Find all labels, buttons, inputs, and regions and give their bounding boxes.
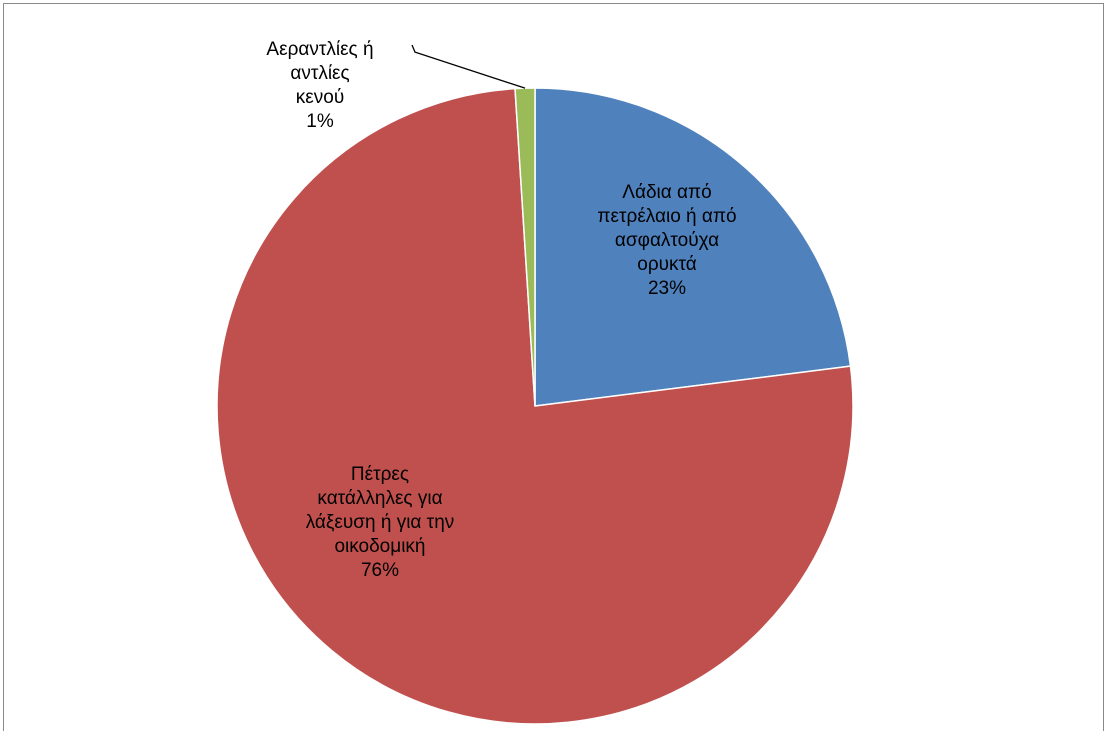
leader-line-pumps [411,44,526,89]
category-label-line: οικοδομική [334,536,425,557]
category-label-line: πετρέλαιο ή από [597,206,736,227]
percent-label: 23% [648,278,686,299]
category-label-line: κατάλληλες για [317,488,442,509]
category-label-line: Λάδια από [622,182,711,203]
pie-slice-stones [216,87,854,725]
pie-slices [216,87,854,725]
category-label-line: ορυκτά [637,254,697,275]
category-label-line: Αεραντλίες ή [266,39,373,60]
pie-labels: Λάδια από πετρέλαιο ή από ασφαλτούχα ορυκτά… [266,39,736,581]
pie-slice-pumps [514,87,536,407]
category-label-line: λάξευση ή για την [306,512,455,533]
data-label-stones: Πέτρες κατάλληλες για λάξευση ή για την οικ… [306,464,455,581]
category-label-line: ασφαλτούχα [615,230,719,251]
category-label-line: κενού [296,87,344,108]
category-label-line: αντλίες [290,63,349,84]
data-label-oils: Λάδια από πετρέλαιο ή από ασφαλτούχα ορυκτά… [597,182,736,299]
data-label-pumps: Αεραντλίες ή αντλίες κενού 1% [266,39,373,132]
pie-slice-oils [534,87,852,407]
category-label-line: Πέτρες [351,464,409,485]
percent-label: 1% [306,111,334,132]
percent-label: 76% [361,560,399,581]
